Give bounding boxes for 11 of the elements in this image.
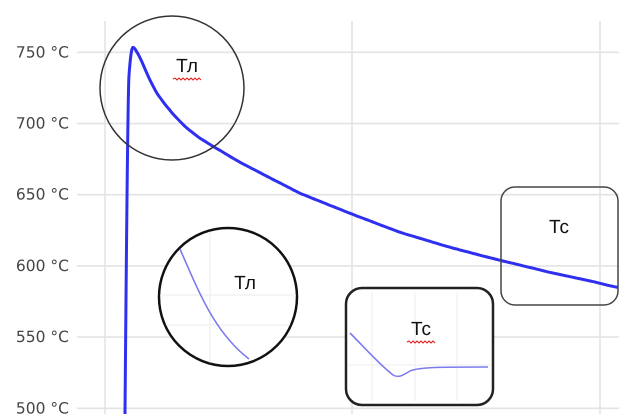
y-tick-label: 500 °C — [16, 399, 69, 414]
annotation: Тс — [410, 319, 432, 340]
annotation: Тл — [176, 56, 198, 77]
annotation: Тл — [234, 273, 256, 294]
line-series — [124, 46, 618, 414]
y-tick-label: 700 °C — [16, 114, 69, 133]
annotation: Тс — [548, 217, 570, 238]
y-tick-label: 600 °C — [16, 256, 69, 275]
y-tick-label: 550 °C — [16, 328, 69, 346]
y-tick-label: 750 °C — [16, 43, 69, 62]
y-tick-label: 650 °C — [16, 186, 69, 204]
